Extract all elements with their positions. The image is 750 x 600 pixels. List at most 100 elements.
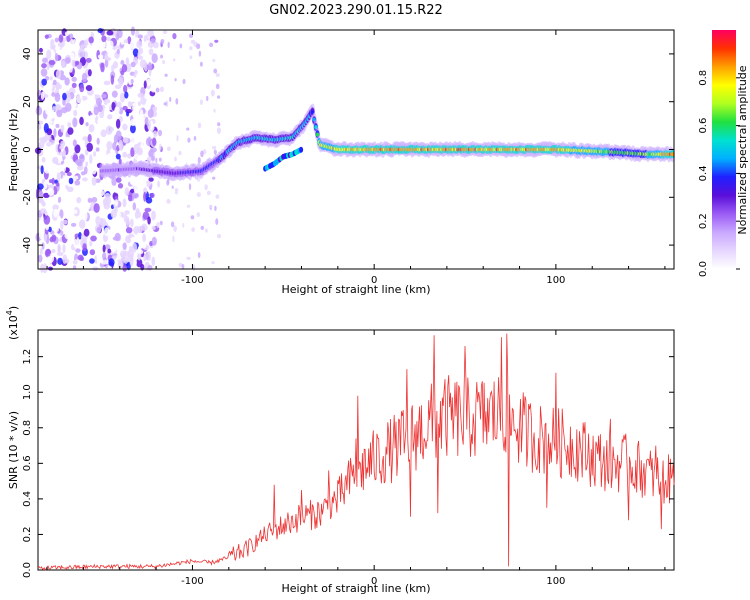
- noise-blob: [143, 191, 147, 202]
- noise-blob: [137, 245, 142, 255]
- noise-blob: [41, 78, 47, 86]
- noise-blob: [60, 220, 64, 231]
- noise-blob: [112, 61, 119, 69]
- noise-blob: [131, 242, 138, 253]
- noise-blob: [54, 92, 61, 103]
- noise-blob: [47, 187, 55, 196]
- noise-blob: [56, 215, 62, 223]
- noise-blob: [125, 57, 130, 65]
- noise-blob: [196, 212, 200, 218]
- noise-blob: [130, 147, 135, 158]
- spectrogram-y-label: Frequency (Hz): [7, 109, 20, 192]
- noise-blob: [142, 211, 150, 220]
- snr-x-axis: -100 0 100: [46, 330, 666, 587]
- noise-blob: [129, 188, 136, 193]
- noise-blob: [55, 104, 61, 111]
- noise-blob: [87, 133, 92, 143]
- noise-blob: [90, 235, 97, 242]
- noise-blob: [55, 69, 62, 80]
- noise-blob: [97, 118, 104, 125]
- noise-blob: [68, 177, 74, 185]
- noise-blob: [36, 260, 41, 269]
- noise-blob: [132, 192, 139, 199]
- noise-blob: [54, 226, 59, 233]
- noise-blob: [64, 57, 71, 64]
- noise-blob: [57, 158, 62, 164]
- noise-blob: [117, 183, 124, 189]
- noise-blob: [86, 44, 93, 53]
- noise-blob: [151, 225, 156, 231]
- spectrogram-y-tick-label: 20: [22, 95, 33, 108]
- noise-blob: [66, 186, 74, 193]
- noise-blob: [100, 62, 105, 73]
- noise-blob: [73, 239, 78, 249]
- noise-blob: [126, 261, 131, 271]
- noise-blob: [87, 198, 93, 203]
- noise-blob: [76, 165, 84, 171]
- noise-blob: [115, 177, 122, 183]
- noise-blob: [72, 38, 77, 46]
- noise-blob: [152, 130, 158, 138]
- noise-blob: [43, 84, 47, 94]
- noise-blob: [125, 216, 130, 226]
- noise-blob: [174, 188, 179, 192]
- snr-x-label: Height of straight line (km): [281, 582, 430, 595]
- noise-blob: [155, 157, 158, 163]
- noise-blob: [158, 157, 162, 162]
- snr-x-tick-label: 100: [546, 576, 565, 587]
- noise-blob: [60, 124, 65, 133]
- noise-blob: [146, 228, 152, 234]
- noise-blob: [77, 29, 83, 39]
- noise-blob: [91, 164, 97, 175]
- noise-blob: [72, 139, 77, 147]
- noise-blob: [205, 228, 208, 233]
- noise-blob: [50, 109, 55, 119]
- noise-blob: [122, 137, 129, 144]
- noise-blob: [65, 177, 69, 186]
- colorbar-gradient: [712, 30, 736, 269]
- noise-blob: [130, 61, 136, 68]
- noise-blob: [85, 161, 89, 167]
- noise-blob: [79, 211, 83, 220]
- noise-blob: [147, 109, 154, 118]
- noise-blob: [42, 192, 50, 198]
- noise-blob: [153, 41, 159, 49]
- noise-blob: [74, 263, 81, 270]
- snr-y-tick-label: 0.2: [22, 526, 33, 542]
- noise-blob: [186, 204, 191, 208]
- noise-blob: [102, 251, 107, 261]
- noise-blob: [171, 185, 174, 189]
- noise-blob: [151, 210, 156, 221]
- noise-blob: [104, 196, 112, 206]
- noise-blob: [92, 46, 99, 54]
- snr-y-tick-label: 0.0: [22, 562, 33, 578]
- noise-blob: [71, 101, 77, 109]
- noise-blob: [91, 211, 97, 220]
- noise-blob: [82, 177, 88, 182]
- noise-blob: [77, 48, 84, 58]
- noise-blob: [86, 142, 93, 152]
- noise-blob: [44, 167, 50, 174]
- noise-blob: [55, 182, 60, 187]
- noise-blob: [123, 39, 129, 44]
- noise-blob: [147, 120, 151, 130]
- noise-blob: [147, 216, 151, 225]
- noise-blob: [78, 231, 82, 240]
- noise-blob: [124, 210, 130, 215]
- snr-y-label: SNR (10 * v/v): [7, 411, 20, 489]
- noise-blob: [130, 135, 136, 144]
- noise-blob: [122, 242, 127, 251]
- noise-blob: [72, 260, 78, 265]
- noise-blob: [40, 91, 45, 100]
- noise-blob: [147, 61, 152, 71]
- noise-blob: [199, 99, 203, 105]
- noise-blob: [62, 243, 66, 254]
- noise-blob: [137, 34, 143, 39]
- noise-blob: [53, 208, 59, 218]
- noise-blob: [116, 48, 120, 55]
- snr-y-multiplier-close: ): [7, 306, 20, 310]
- noise-blob: [64, 136, 70, 144]
- noise-blob: [107, 248, 112, 254]
- noise-blob: [41, 201, 46, 207]
